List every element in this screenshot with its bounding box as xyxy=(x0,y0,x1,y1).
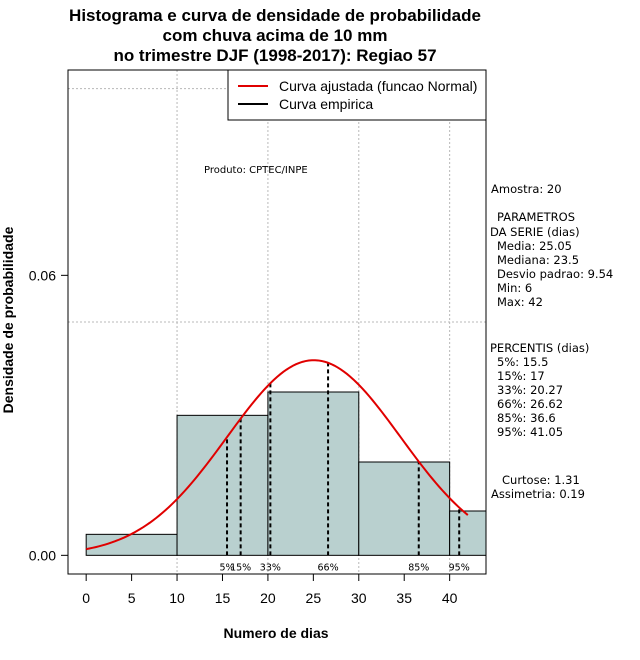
histogram-bar xyxy=(176,414,269,556)
percentile-label: 5% xyxy=(219,562,234,573)
percentile-labels: 5%15% 33% 66% 85% 95% xyxy=(219,562,469,573)
percentile-label: 95% xyxy=(449,562,470,573)
x-tick-label: 20 xyxy=(260,590,276,606)
legend-label-empirical: Curva empirica xyxy=(279,96,373,112)
percentile-label: 85% xyxy=(408,562,429,573)
x-tick-label: 0 xyxy=(82,590,90,606)
stat-desvio: Desvio padrao: 9.54 xyxy=(497,267,613,281)
stat-min: Min: 6 xyxy=(497,281,532,295)
stat-amostra: Amostra: 20 xyxy=(491,182,562,196)
stat-mediana: Mediana: 23.5 xyxy=(497,253,579,267)
y-axis: 0.00 0.06 xyxy=(29,267,68,563)
chart-title-line-2: com chuva acima de 10 mm xyxy=(163,26,388,45)
x-tick-label: 35 xyxy=(396,590,412,606)
chart-title-line-1: Histograma e curva de densidade de proba… xyxy=(69,6,481,25)
stat-p95: 95%: 41.05 xyxy=(497,425,563,439)
x-axis-label: Numero de dias xyxy=(223,625,328,641)
stat-p5: 5%: 15.5 xyxy=(497,355,548,369)
legend: Curva ajustada (funcao Normal) Curva emp… xyxy=(227,69,487,121)
y-axis-label: Densidade de probabilidade xyxy=(0,226,16,413)
x-tick-label: 15 xyxy=(215,590,231,606)
stat-parametros-title-1: PARAMETROS xyxy=(497,210,575,224)
stat-curtose: Curtose: 1.31 xyxy=(502,473,580,487)
stat-parametros-title-2: DA SERIE (dias) xyxy=(490,225,580,239)
histogram-bar xyxy=(85,533,178,556)
x-tick-label: 5 xyxy=(128,590,136,606)
x-tick-label: 40 xyxy=(442,590,458,606)
x-tick-label: 10 xyxy=(169,590,185,606)
x-axis: 0 5 10 15 20 25 30 35 40 xyxy=(82,573,458,606)
stat-assimetria: Assimetria: 0.19 xyxy=(491,487,585,501)
stat-percentis-title: PERCENTIS (dias) xyxy=(490,341,589,355)
stat-p15: 15%: 17 xyxy=(497,369,545,383)
stat-max: Max: 42 xyxy=(497,295,543,309)
stats-panel: Amostra: 20 PARAMETROS DA SERIE (dias) M… xyxy=(490,182,613,501)
stat-media: Media: 25.05 xyxy=(497,239,572,253)
percentile-label: 66% xyxy=(318,562,339,573)
percentile-lines xyxy=(226,362,461,556)
percentile-label: 15% xyxy=(230,562,251,573)
stat-p85: 85%: 36.6 xyxy=(497,411,556,425)
y-tick-label: 0.06 xyxy=(29,267,56,283)
histogram-bar xyxy=(449,510,487,556)
x-tick-label: 25 xyxy=(306,590,322,606)
histogram-bar xyxy=(267,391,360,556)
fitted-normal-curve xyxy=(85,359,469,551)
histogram-bar xyxy=(358,461,451,556)
histogram-bars xyxy=(85,391,487,556)
legend-box xyxy=(227,69,487,121)
legend-label-fitted: Curva ajustada (funcao Normal) xyxy=(279,78,477,94)
stat-p33: 33%: 20.27 xyxy=(497,383,563,397)
percentile-label: 33% xyxy=(260,562,281,573)
stat-p66: 66%: 26.62 xyxy=(497,397,563,411)
produto-label: Produto: CPTEC/INPE xyxy=(204,165,308,176)
chart-title-line-3: no trimestre DJF (1998-2017): Regiao 57 xyxy=(113,46,436,65)
y-tick-label: 0.00 xyxy=(29,547,56,563)
x-tick-label: 30 xyxy=(351,590,367,606)
